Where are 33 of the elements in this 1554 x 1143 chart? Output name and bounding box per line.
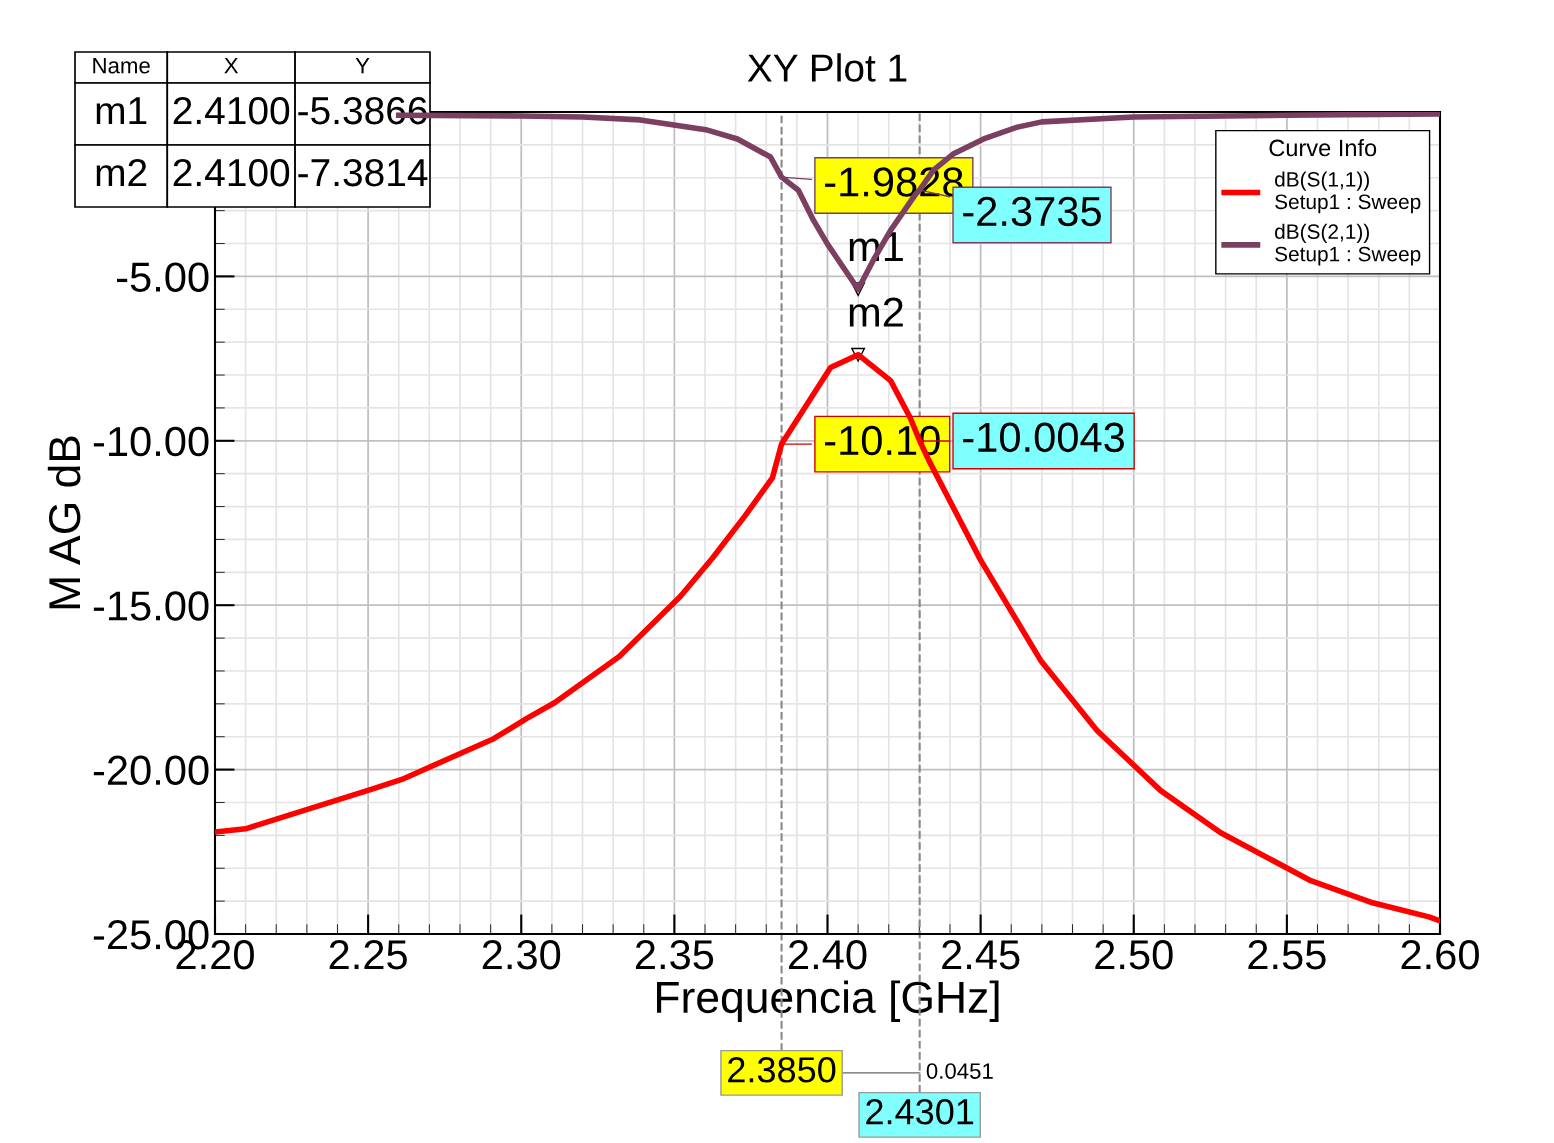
legend-label: dB(S(2,1)) Setup1 : Sweep xyxy=(1275,223,1421,266)
text: Name xyxy=(93,57,150,74)
annotation: 2.4100 xyxy=(173,96,290,125)
y-tick-label: -5.00 xyxy=(117,262,209,292)
text: X xyxy=(224,57,239,74)
y-tick-label: -20.00 xyxy=(93,755,209,786)
annotation: m2 xyxy=(849,297,903,327)
x-tick-label: 2.50 xyxy=(1095,939,1173,970)
x-tick-label: 2.60 xyxy=(1401,939,1479,970)
annotation: -5.3866 xyxy=(298,96,427,125)
legend-title: Curve Info xyxy=(1269,139,1377,157)
annotation: -7.3814 xyxy=(298,158,428,187)
annotation: -2.3735 xyxy=(963,196,1101,227)
text: m1 xyxy=(96,97,147,125)
annotation: -10.0043 xyxy=(963,422,1125,453)
ref-line-label: 2.3850 xyxy=(728,1057,836,1083)
text: Y xyxy=(355,57,370,74)
x-axis-title: Frequencia [GHz] xyxy=(657,980,999,1022)
x-tick-label: 2.35 xyxy=(635,939,714,970)
y-tick-label: -10.00 xyxy=(93,426,209,457)
x-tick-label: 2.30 xyxy=(482,939,561,970)
ref-line-label: 2.4301 xyxy=(866,1098,974,1125)
x-tick-label: 2.55 xyxy=(1248,939,1326,970)
annotation: 2.4100 xyxy=(173,158,290,187)
chart-title: XY Plot 1 xyxy=(747,53,907,82)
x-tick-label: 2.45 xyxy=(942,939,1020,970)
x-tick-label: 2.25 xyxy=(329,939,407,970)
text: 0.0451 xyxy=(926,1063,993,1079)
text: m2 xyxy=(96,158,147,187)
x-tick-label: 2.40 xyxy=(789,939,867,970)
y-axis-title: M AG dB xyxy=(47,436,81,609)
legend-label: dB(S(1,1)) Setup1 : Sweep xyxy=(1275,171,1421,214)
y-tick-label: -15.00 xyxy=(93,591,209,621)
